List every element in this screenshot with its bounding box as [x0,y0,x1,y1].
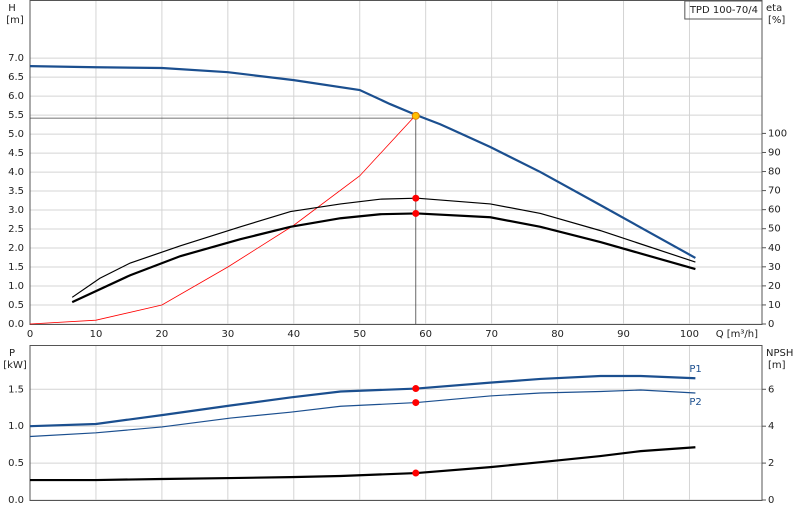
y2-tick-label: 100 [768,128,787,139]
y2-tick-label: 2 [768,458,774,469]
y-tick-label: 3.0 [8,205,24,216]
y2-tick-label: 10 [768,300,781,311]
y-tick-label: 4.0 [8,167,24,178]
curve [29,374,696,428]
y2-axis-label: eta [766,3,782,14]
y-tick-label: 5.5 [8,110,24,121]
y2-axis-unit: [%] [768,15,785,26]
y2-tick-label: 4 [768,421,774,432]
legend-label: P2 [689,397,701,408]
y-tick-label: 5.0 [8,129,24,140]
x-tick-label: 70 [485,329,498,340]
curve [29,64,696,259]
curve [29,389,696,438]
y2-tick-label: 20 [768,281,781,292]
y2-tick-label: 60 [768,205,781,216]
operating-marker [412,194,420,202]
y2-tick-label: 90 [768,147,781,158]
x-tick-label: 30 [221,329,234,340]
x-tick-label: 50 [353,329,366,340]
x-tick-label: 0 [27,329,33,340]
y-tick-label: 6.5 [8,72,24,83]
operating-marker [412,385,420,393]
annotation-box [684,0,763,20]
y-tick-label: 7.0 [8,53,24,64]
y2-axis-unit: [m] [768,360,786,371]
y-tick-label: 0.5 [8,300,24,311]
y2-tick-label: 0 [768,319,774,330]
operating-marker [412,399,420,407]
y-tick-label: 0.5 [8,458,24,469]
y-tick-label: 0.0 [8,319,24,330]
y-axis-unit: [kW] [3,360,27,371]
y2-tick-label: 50 [768,224,781,235]
y-tick-label: 1.0 [8,281,24,292]
annotation: TPD 100-70/4 [689,5,758,16]
y2-tick-label: 6 [768,384,774,395]
plot-frame [29,0,763,325]
x-tick-label: 10 [90,329,103,340]
y2-tick-label: 70 [768,186,781,197]
curve [71,212,696,304]
curve [71,197,696,298]
operating-marker [412,209,420,217]
curve [30,446,696,482]
y-tick-label: 0.0 [8,495,24,506]
y-tick-label: 3.5 [8,186,24,197]
x-tick-label: 60 [419,329,432,340]
y-tick-label: 1.5 [8,384,24,395]
operating-marker [411,111,420,120]
y2-axis-label: NPSH [766,348,793,359]
y-tick-label: 2.5 [8,224,24,235]
y-tick-label: 2.0 [8,243,24,254]
y-tick-label: 1.0 [8,421,24,432]
y2-tick-label: 80 [768,167,781,178]
curve [29,114,417,325]
plot-frame [29,345,763,501]
y2-tick-label: 30 [768,262,781,273]
y-axis-label: P [9,348,15,359]
y-axis-unit: [m] [6,15,24,26]
y-axis-label: H [8,3,16,14]
x-axis-label: Q [m³/h] [716,329,758,340]
y-tick-label: 4.5 [8,148,24,159]
y2-tick-label: 40 [768,243,781,254]
y-tick-label: 6.0 [8,91,24,102]
operating-marker [412,469,420,477]
x-tick-label: 20 [156,329,169,340]
x-tick-label: 100 [680,329,699,340]
x-tick-label: 40 [287,329,300,340]
y-tick-label: 1.5 [8,262,24,273]
x-tick-label: 80 [551,329,564,340]
legend-label: P1 [689,364,701,375]
x-tick-label: 90 [617,329,630,340]
y2-tick-label: 0 [768,495,774,506]
